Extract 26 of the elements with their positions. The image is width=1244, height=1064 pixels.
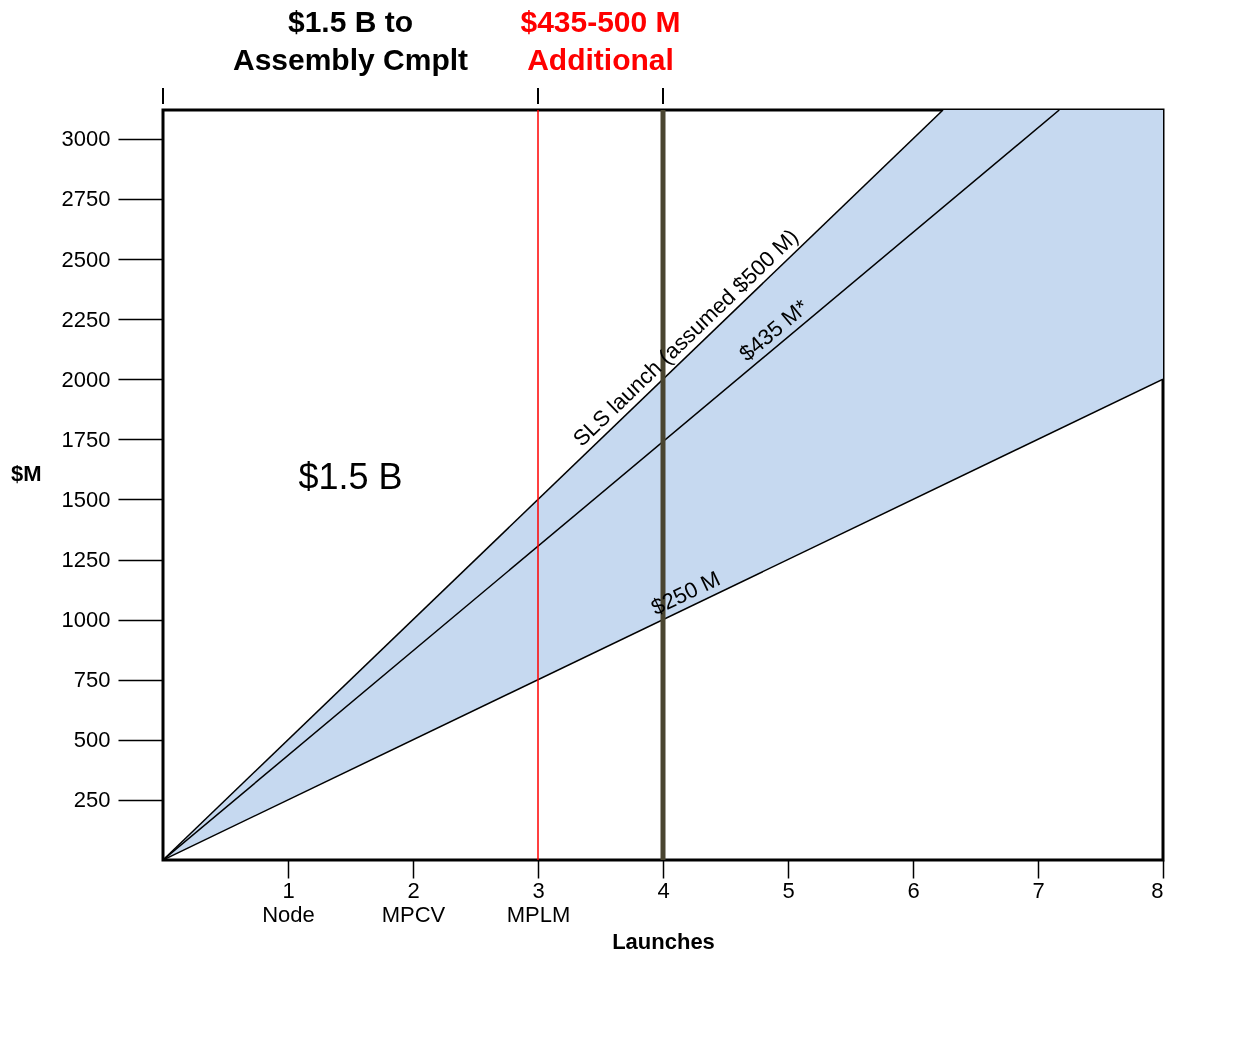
- text: $1.5 B to Assembly Cmplt: [232, 5, 469, 76]
- y-tick-label: 3000: [61, 126, 111, 152]
- y-tick-label: 2750: [61, 186, 111, 212]
- y-tick-label: 1500: [61, 486, 111, 512]
- y-tick-label: 1750: [61, 426, 111, 452]
- y-tick-label: 250: [73, 787, 111, 813]
- x-tick-label: 2 MPCV: [381, 877, 446, 927]
- y-tick-label: 2500: [61, 246, 111, 272]
- x-tick-label: 4: [657, 877, 670, 903]
- y-tick-label: 1250: [61, 547, 111, 573]
- x-tick-label: 3 MPLM: [506, 877, 571, 927]
- x-tick-label: 6: [907, 877, 920, 903]
- ref-line-label: $435-500 M Additional: [520, 5, 681, 76]
- x-tick-label: 8: [1151, 877, 1164, 903]
- x-tick-label: 1 Node: [262, 877, 315, 927]
- y-tick-label: 1000: [61, 607, 111, 633]
- x-tick-label: 7: [1032, 877, 1045, 903]
- x-axis-title: Launches: [612, 928, 715, 954]
- y-tick-label: 2250: [61, 306, 111, 332]
- y-axis-title: $M: [11, 460, 42, 486]
- y-tick-label: 500: [73, 727, 111, 753]
- y-tick-label: 2000: [61, 366, 111, 392]
- annotation: $250 M: [646, 565, 724, 621]
- y-tick-label: 750: [73, 667, 111, 693]
- x-tick-label: 5: [782, 877, 795, 903]
- annotation: $1.5 B: [298, 455, 403, 497]
